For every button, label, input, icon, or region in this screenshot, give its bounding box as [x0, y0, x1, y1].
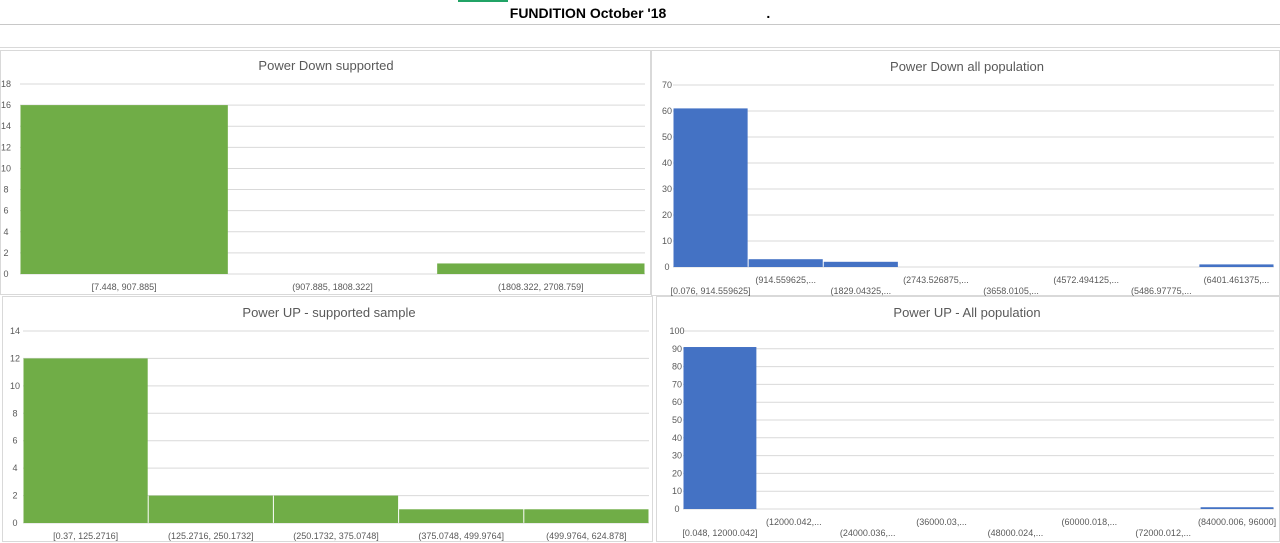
y-tick-label: 4 [3, 227, 8, 237]
y-tick-label: 0 [664, 262, 669, 272]
y-tick-label: 80 [672, 362, 682, 372]
chart-power-down-all-population-svg: Power Down all population 0 10 20 30 40 50 60 70… [662, 59, 1274, 296]
y-tick-label: 10 [1, 163, 11, 173]
x-tick-label: (84000.006, 96000] [1198, 517, 1276, 527]
x-tick-label: (72000.012,... [1135, 528, 1191, 538]
y-tick-label: 6 [12, 436, 17, 446]
x-tick-label: [7.448, 907.885] [92, 282, 157, 292]
x-tick-label: (125.2716, 250.1732] [168, 531, 254, 541]
y-tick-label: 50 [662, 132, 672, 142]
y-tick-label: 6 [3, 206, 8, 216]
bar [20, 105, 228, 274]
y-tick-label: 60 [662, 106, 672, 116]
y-tick-label: 2 [3, 248, 8, 258]
y-tick-label: 16 [1, 100, 11, 110]
y-tick-label: 20 [662, 210, 672, 220]
y-tick-label: 10 [672, 486, 682, 496]
y-tick-label: 50 [672, 415, 682, 425]
y-tick-label: 4 [12, 463, 17, 473]
x-tick-label: (907.885, 1808.322] [292, 282, 373, 292]
x-tick-label: (1829.04325,... [831, 286, 892, 296]
y-tick-label: 18 [1, 79, 11, 89]
x-tick-label: (5486.97775,... [1131, 286, 1192, 296]
x-tick-label: (1808.322, 2708.759] [498, 282, 584, 292]
y-tick-label: 70 [672, 379, 682, 389]
page-title: FUNDITION October '18. [0, 5, 1280, 21]
y-tick-label: 0 [3, 269, 8, 279]
y-tick-label: 30 [662, 184, 672, 194]
x-tick-label: (3658.0105,... [983, 286, 1039, 296]
bar [748, 259, 823, 267]
ribbon-tab-indicator [458, 0, 508, 2]
bar [673, 108, 748, 268]
bar [524, 509, 649, 523]
y-tick-label: 10 [662, 236, 672, 246]
sheet-row-divider [0, 47, 1280, 48]
page-title-text: FUNDITION October '18 [509, 5, 667, 21]
chart-power-up-supported-sample[interactable]: Power UP - supported sample 0 2 4 6 8 10 12 14 [0… [2, 296, 653, 542]
y-tick-label: 12 [1, 142, 11, 152]
y-tick-label: 30 [672, 451, 682, 461]
chart-power-up-all-population-svg: Power UP - All population 0 10 20 30 40 50 60 70… [669, 305, 1276, 538]
chart-title: Power UP - supported sample [242, 305, 415, 320]
y-tick-label: 10 [10, 381, 20, 391]
x-tick-label: (12000.042,... [766, 517, 822, 527]
x-tick-label: (6401.461375,... [1204, 275, 1270, 285]
y-tick-label: 40 [672, 433, 682, 443]
bar [437, 263, 645, 274]
chart-power-down-all-population[interactable]: Power Down all population 0 10 20 30 40 50 60 70… [651, 50, 1280, 296]
x-tick-label: [0.37, 125.2716] [53, 531, 118, 541]
x-tick-label: (36000.03,... [916, 517, 967, 527]
x-tick-label: (2743.526875,... [903, 275, 969, 285]
x-tick-label: (250.1732, 375.0748] [293, 531, 379, 541]
y-tick-label: 0 [674, 504, 679, 514]
y-tick-label: 12 [10, 353, 20, 363]
bar [823, 261, 898, 267]
sheet-header: FUNDITION October '18. [0, 0, 1280, 25]
y-tick-label: 20 [672, 468, 682, 478]
chart-title: Power UP - All population [893, 305, 1040, 320]
page-title-suffix: . [766, 5, 771, 21]
y-tick-label: 60 [672, 397, 682, 407]
y-tick-label: 8 [3, 185, 8, 195]
y-tick-label: 8 [12, 408, 17, 418]
chart-power-down-supported-svg: Power Down supported 0 2 4 6 8 10 12 14 16 18 [7.44… [1, 58, 645, 292]
bar [683, 347, 757, 509]
y-tick-label: 90 [672, 344, 682, 354]
bar [23, 358, 148, 523]
y-tick-label: 40 [662, 158, 672, 168]
y-tick-label: 0 [12, 518, 17, 528]
y-tick-label: 70 [662, 80, 672, 90]
y-tick-label: 14 [10, 326, 20, 336]
bar [273, 495, 399, 523]
x-tick-label: (48000.024,... [988, 528, 1044, 538]
chart-power-up-supported-sample-svg: Power UP - supported sample 0 2 4 6 8 10 12 14 [0… [10, 305, 649, 541]
bar [399, 509, 524, 523]
chart-title: Power Down supported [258, 58, 393, 73]
chart-power-down-supported[interactable]: Power Down supported 0 2 4 6 8 10 12 14 16 18 [7.44… [0, 50, 651, 295]
x-tick-label: (4572.494125,... [1053, 275, 1119, 285]
x-tick-label: [0.048, 12000.042] [682, 528, 757, 538]
y-tick-label: 14 [1, 121, 11, 131]
x-tick-label: [0.076, 914.559625] [671, 286, 751, 296]
chart-title: Power Down all population [890, 59, 1044, 74]
y-tick-label: 100 [669, 326, 684, 336]
bar [1199, 264, 1274, 267]
x-tick-label: (375.0748, 499.9764] [418, 531, 504, 541]
x-tick-label: (60000.018,... [1062, 517, 1118, 527]
x-tick-label: (499.9764, 624.878] [546, 531, 627, 541]
y-tick-label: 2 [12, 491, 17, 501]
chart-power-up-all-population[interactable]: Power UP - All population 0 10 20 30 40 50 60 70… [656, 296, 1280, 542]
bar [148, 495, 273, 523]
x-tick-label: (914.559625,... [755, 275, 816, 285]
bar [1200, 507, 1274, 509]
x-tick-label: (24000.036,... [840, 528, 896, 538]
